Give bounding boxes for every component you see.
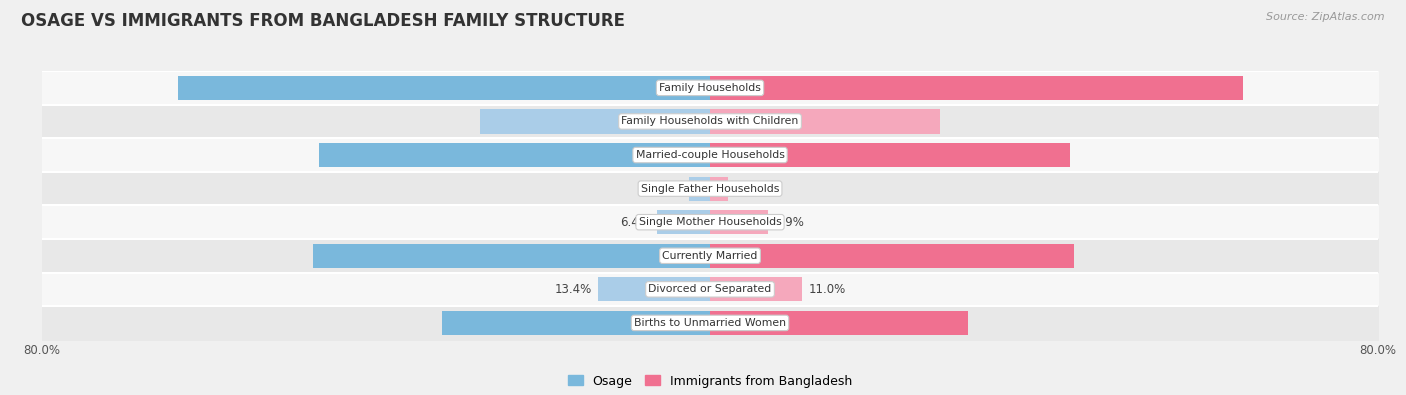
Bar xyxy=(689,177,710,201)
Bar xyxy=(314,244,710,268)
Bar xyxy=(710,244,1074,268)
Bar xyxy=(710,277,801,301)
Text: 27.6%: 27.6% xyxy=(662,115,703,128)
Text: 43.1%: 43.1% xyxy=(717,149,758,162)
Text: 47.5%: 47.5% xyxy=(662,249,703,262)
Text: 6.4%: 6.4% xyxy=(620,216,650,229)
Bar xyxy=(479,109,710,134)
Text: 43.6%: 43.6% xyxy=(717,249,758,262)
Text: 6.9%: 6.9% xyxy=(775,216,804,229)
Bar xyxy=(710,311,967,335)
Text: Currently Married: Currently Married xyxy=(662,251,758,261)
Text: OSAGE VS IMMIGRANTS FROM BANGLADESH FAMILY STRUCTURE: OSAGE VS IMMIGRANTS FROM BANGLADESH FAMI… xyxy=(21,12,626,30)
Bar xyxy=(441,311,710,335)
Text: 2.1%: 2.1% xyxy=(734,182,763,195)
Bar xyxy=(710,109,941,134)
Text: 63.9%: 63.9% xyxy=(717,81,758,94)
Text: 27.6%: 27.6% xyxy=(717,115,758,128)
Text: Divorced or Separated: Divorced or Separated xyxy=(648,284,772,294)
Text: 11.0%: 11.0% xyxy=(808,283,846,296)
Text: Births to Unmarried Women: Births to Unmarried Women xyxy=(634,318,786,328)
Text: Married-couple Households: Married-couple Households xyxy=(636,150,785,160)
Text: 63.7%: 63.7% xyxy=(662,81,703,94)
Bar xyxy=(657,210,710,234)
Bar xyxy=(710,76,1243,100)
Text: Source: ZipAtlas.com: Source: ZipAtlas.com xyxy=(1267,12,1385,22)
Text: Family Households: Family Households xyxy=(659,83,761,93)
Text: 2.5%: 2.5% xyxy=(652,182,682,195)
Bar xyxy=(710,177,727,201)
Bar xyxy=(710,210,768,234)
Legend: Osage, Immigrants from Bangladesh: Osage, Immigrants from Bangladesh xyxy=(562,370,858,393)
Bar xyxy=(319,143,710,167)
Text: Family Households with Children: Family Households with Children xyxy=(621,117,799,126)
Text: Single Father Households: Single Father Households xyxy=(641,184,779,194)
Bar xyxy=(710,143,1070,167)
Text: 30.9%: 30.9% xyxy=(717,316,758,329)
Text: 13.4%: 13.4% xyxy=(554,283,592,296)
Text: 46.9%: 46.9% xyxy=(662,149,703,162)
Text: 32.1%: 32.1% xyxy=(662,316,703,329)
Bar xyxy=(598,277,710,301)
Bar xyxy=(179,76,710,100)
Text: Single Mother Households: Single Mother Households xyxy=(638,217,782,227)
